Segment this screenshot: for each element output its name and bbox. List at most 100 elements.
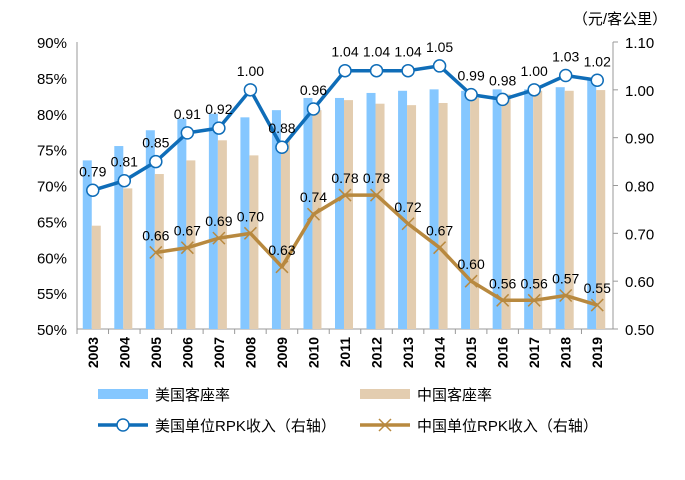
x-tick-label: 2007: [211, 337, 227, 368]
x-tick-label: 2012: [369, 337, 385, 368]
us-rpk-data-label: 0.91: [174, 106, 201, 122]
right-tick-label: 0.70: [625, 226, 654, 243]
us-rpk-marker: [590, 73, 604, 88]
cn-rpk-data-label: 0.69: [205, 213, 232, 229]
cn-load-factor-bar: [123, 188, 133, 329]
cn-load-factor-bar: [249, 155, 259, 329]
cn-rpk-marker: [401, 217, 415, 231]
cn-rpk-data-label: 0.67: [426, 223, 453, 239]
x-tick-label: 2005: [148, 337, 164, 368]
left-tick-label: 75%: [37, 143, 67, 160]
us-rpk-marker: [306, 102, 321, 116]
us-rpk-marker: [432, 59, 447, 73]
us-load-factor-bar: [366, 92, 376, 329]
us-rpk-data-label: 1.05: [426, 39, 453, 55]
cn-load-factor-bar: [280, 141, 290, 329]
us-load-factor-bar: [271, 110, 281, 329]
cn-rpk-marker: [275, 260, 289, 274]
us-load-factor-bar: [208, 113, 218, 329]
us-load-factor-bar: [429, 89, 439, 329]
cn-rpk-data-label: 0.66: [142, 227, 169, 243]
x-tick-label: 2004: [116, 337, 132, 368]
us-load-factor-bar: [587, 77, 597, 329]
us-rpk-data-label: 1.00: [237, 63, 264, 79]
us-rpk-marker: [275, 140, 289, 154]
cn-load-factor-bar: [596, 90, 606, 329]
cn-load-factor-bar: [312, 110, 322, 329]
cn-load-factor-bar: [501, 94, 511, 329]
us-rpk-marker: [117, 173, 132, 188]
cn-rpk-data-label: 0.55: [584, 280, 611, 296]
x-tick-label: 2015: [463, 337, 479, 368]
us-load-factor-bar: [555, 87, 565, 329]
cn-rpk-marker: [338, 188, 352, 202]
cn-rpk-marker: [149, 245, 163, 259]
cn-load-factor-bar: [91, 225, 101, 329]
cn-load-factor-bar: [470, 97, 480, 329]
us-rpk-marker: [401, 63, 415, 78]
us-load-factor-bar: [524, 89, 534, 329]
us-load-factor-bar: [145, 130, 155, 329]
us-rpk-data-label: 0.96: [300, 82, 327, 98]
right-tick-label: 0.80: [625, 179, 654, 196]
cn-rpk-data-label: 0.60: [457, 256, 484, 272]
legend-marker-circle: [116, 418, 130, 432]
us-rpk-data-label: 0.99: [457, 68, 484, 84]
cn-rpk-data-label: 0.70: [237, 208, 264, 224]
us-load-factor-bar: [114, 146, 124, 329]
legend-swatch: [360, 389, 410, 399]
right-tick-label: 1.00: [625, 83, 654, 100]
us-rpk-data-label: 1.04: [331, 44, 358, 60]
x-tick-label: 2013: [400, 337, 416, 368]
cn-rpk-marker: [590, 298, 604, 312]
cn-rpk-data-label: 0.56: [521, 275, 548, 291]
us-rpk-data-label: 0.81: [111, 154, 138, 170]
right-axis-unit: （元/客公里）: [573, 11, 667, 28]
us-load-factor-bar: [398, 90, 408, 329]
cn-rpk-marker: [464, 274, 478, 288]
cn-rpk-marker: [243, 226, 257, 240]
us-rpk-marker: [527, 83, 541, 97]
us-load-factor-bar: [461, 90, 471, 329]
us-rpk-marker: [369, 63, 384, 78]
cn-rpk-data-label: 0.63: [268, 242, 295, 258]
x-tick-label: 2010: [305, 337, 321, 368]
us-load-factor-bar: [335, 97, 344, 329]
cn-rpk-marker: [496, 293, 510, 307]
us-rpk-marker: [558, 68, 573, 83]
cn-rpk-data-label: 0.78: [331, 170, 358, 186]
us-rpk-data-label: 1.00: [521, 63, 548, 79]
left-tick-label: 85%: [37, 71, 67, 88]
x-tick-label: 2008: [242, 337, 258, 368]
cn-rpk-marker: [559, 288, 573, 303]
us-load-factor-bar: [492, 89, 502, 329]
us-rpk-data-label: 1.02: [584, 53, 611, 69]
us-rpk-data-label: 0.79: [79, 163, 106, 179]
us-rpk-marker: [464, 87, 478, 102]
left-tick-label: 50%: [37, 322, 67, 339]
us-rpk-marker: [243, 83, 258, 97]
cn-rpk-marker: [527, 293, 541, 307]
left-tick-label: 70%: [37, 179, 67, 196]
us-rpk-data-label: 1.04: [394, 44, 421, 60]
us-rpk-marker: [495, 92, 510, 107]
x-tick-label: 2009: [274, 337, 290, 368]
x-tick-label: 2003: [85, 337, 101, 368]
legend-marker-x: [378, 418, 392, 432]
x-tick-label: 2014: [432, 337, 448, 368]
cn-load-factor-bar: [438, 102, 448, 329]
x-tick-label: 2018: [558, 337, 574, 368]
right-tick-label: 0.90: [625, 131, 654, 148]
us-rpk-marker: [86, 183, 100, 198]
x-tick-label: 2006: [179, 337, 195, 368]
cn-load-factor-bar: [533, 90, 543, 329]
us-load-factor-bar: [303, 97, 313, 329]
legend-label: 美国客座率: [155, 387, 230, 404]
us-rpk-marker: [338, 63, 352, 78]
us-rpk-marker: [212, 121, 226, 135]
legend-swatch: [98, 389, 148, 399]
right-tick-label: 1.10: [625, 35, 654, 52]
right-tick-label: 0.60: [625, 274, 654, 291]
